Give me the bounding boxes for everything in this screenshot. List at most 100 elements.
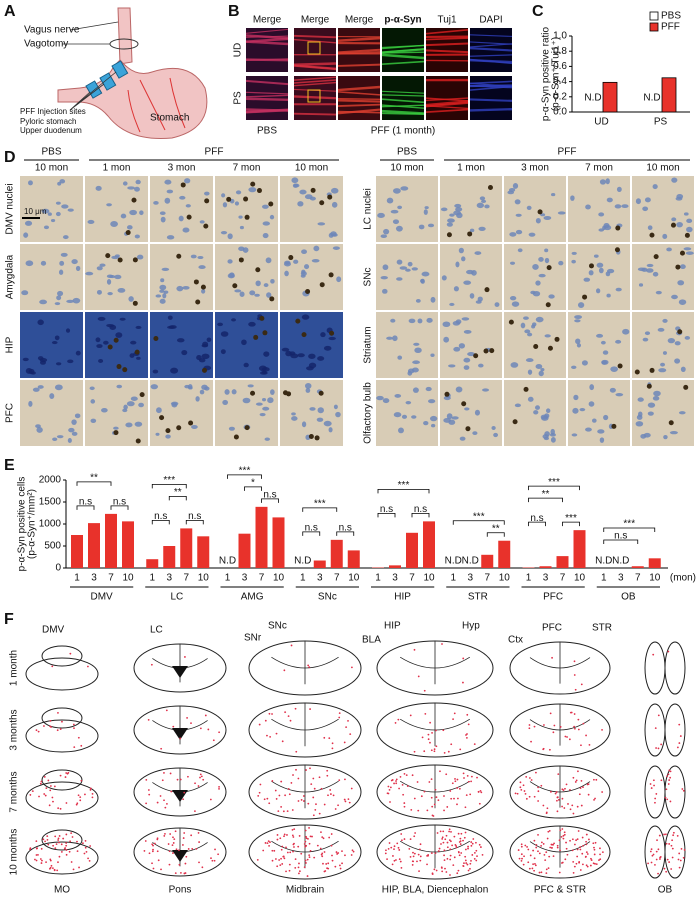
inclusion — [250, 390, 256, 396]
nucleus — [184, 384, 190, 389]
pathology-dot — [458, 854, 461, 857]
pathology-dot — [585, 864, 588, 867]
nucleus — [283, 261, 291, 267]
pathology-dot — [431, 814, 434, 817]
pathology-dot — [434, 788, 437, 791]
pathology-dot — [195, 847, 198, 850]
fiber — [337, 99, 381, 103]
pathology-dot — [423, 689, 426, 692]
pathology-dot — [452, 718, 454, 721]
pathology-dot — [481, 853, 484, 856]
pathology-dot — [449, 790, 452, 792]
nucleus — [135, 325, 142, 330]
nucleus — [494, 302, 500, 308]
pathology-dot — [350, 854, 353, 856]
pathology-dot — [283, 835, 285, 838]
nucleus — [382, 264, 389, 271]
pathology-dot — [37, 853, 39, 856]
pathology-dot — [29, 848, 31, 851]
b-header: DAPI — [479, 15, 502, 26]
pathology-dot — [443, 849, 446, 852]
section-outline — [41, 769, 83, 791]
sig-bracket — [603, 527, 656, 532]
pathology-dot — [43, 793, 46, 795]
sig-label: *** — [565, 513, 577, 524]
nucleus — [191, 424, 198, 429]
sig-bracket — [185, 520, 204, 525]
nucleus — [472, 431, 478, 435]
pathology-dot — [294, 858, 297, 861]
a-label: PFF Injection sites — [20, 107, 86, 116]
nucleus — [598, 212, 605, 217]
pathology-dot — [445, 773, 448, 776]
pathology-dot — [58, 841, 60, 844]
pathology-dot — [528, 727, 531, 730]
pathology-dot — [334, 865, 337, 868]
group-label: AMG — [241, 592, 264, 603]
nucleus — [228, 426, 235, 431]
nucleus — [114, 274, 122, 280]
inclusion — [523, 386, 529, 392]
x-tick-label: 1 — [225, 573, 231, 584]
pathology-dot — [347, 798, 350, 801]
pathology-dot — [584, 856, 587, 858]
pathology-dot — [391, 863, 394, 866]
section-outline — [41, 645, 83, 667]
d-month: 10 mon — [295, 163, 328, 174]
pathology-dot — [256, 858, 259, 861]
sig-label: n.s — [380, 504, 393, 515]
pathology-dot — [549, 846, 552, 849]
nucleus — [198, 265, 206, 270]
pathology-dot — [466, 774, 469, 777]
pathology-dot — [184, 656, 186, 658]
pathology-dot — [312, 777, 315, 780]
pathology-dot — [179, 737, 182, 740]
pathology-dot — [527, 861, 530, 864]
nucleus — [96, 289, 102, 295]
pathology-dot — [454, 778, 456, 780]
d-region: DMV nuclei — [5, 183, 16, 234]
pathology-dot — [174, 872, 177, 875]
pathology-dot — [593, 853, 596, 856]
pathology-dot — [387, 848, 390, 850]
x-tick-label: 7 — [409, 573, 415, 584]
pathology-dot — [655, 793, 658, 795]
pathology-dot — [443, 854, 445, 857]
histology-image — [20, 244, 83, 310]
pathology-dot — [575, 862, 578, 865]
pathology-dot — [292, 836, 295, 838]
nucleus — [266, 292, 272, 298]
pathology-dot — [540, 871, 543, 874]
inclusion — [314, 435, 320, 441]
nucleus — [308, 353, 316, 359]
pathology-dot — [268, 802, 271, 805]
inclusion — [646, 383, 652, 389]
x-tick-label: 10 — [122, 573, 134, 584]
x-tick-label: 10 — [423, 573, 435, 584]
pathology-dot — [678, 866, 681, 869]
nucleus — [540, 414, 548, 420]
pathology-dot — [47, 779, 50, 782]
pathology-dot — [569, 711, 572, 714]
fiber — [337, 48, 381, 54]
inclusion — [328, 272, 334, 278]
x-tick-label: 3 — [166, 573, 172, 584]
nucleus — [115, 332, 123, 338]
pathology-dot — [446, 857, 449, 860]
bar — [498, 540, 511, 568]
inclusion — [614, 247, 620, 253]
pathology-dot — [449, 874, 451, 876]
nucleus — [449, 302, 455, 306]
section-outline — [664, 703, 686, 757]
histology-image — [440, 244, 502, 310]
inclusion — [308, 434, 314, 440]
inclusion — [467, 231, 473, 237]
x-tick-label: 7 — [484, 573, 490, 584]
pathology-dot — [430, 852, 433, 855]
pathology-dot — [571, 804, 574, 807]
nucleus — [424, 206, 429, 210]
section-detail — [399, 703, 471, 747]
pathology-dot — [352, 850, 355, 853]
nucleus — [136, 254, 144, 260]
